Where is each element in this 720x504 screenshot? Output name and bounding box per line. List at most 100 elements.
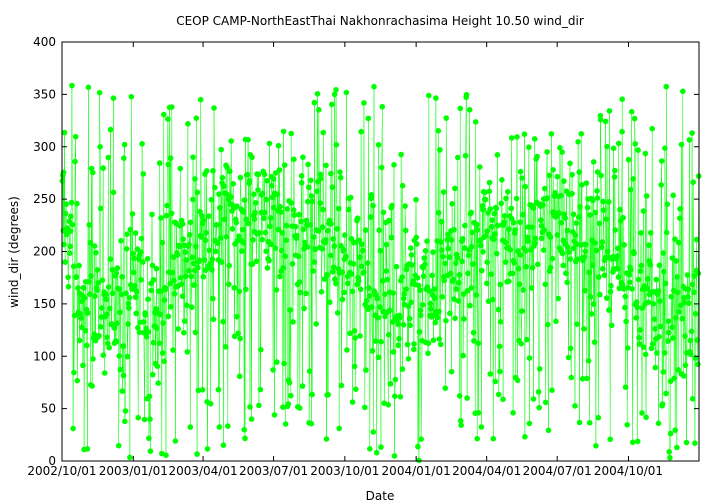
data-point <box>472 119 479 125</box>
y-tick-label: 0 <box>48 454 56 468</box>
data-point <box>526 355 533 361</box>
data-point <box>594 195 601 201</box>
data-point <box>123 246 130 252</box>
data-point <box>288 200 295 206</box>
data-point <box>513 195 520 202</box>
data-point <box>219 174 226 181</box>
data-point <box>183 302 190 309</box>
data-point <box>545 427 552 434</box>
data-point <box>569 171 575 178</box>
data-point <box>549 255 556 262</box>
data-point <box>287 307 293 313</box>
data-point <box>408 299 414 306</box>
data-point <box>356 237 363 244</box>
data-point <box>608 322 615 329</box>
data-point <box>497 281 504 288</box>
data-point <box>85 84 92 91</box>
data-point <box>73 274 80 280</box>
data-point <box>147 448 154 455</box>
data-point <box>511 260 518 266</box>
data-point <box>322 237 329 243</box>
data-point <box>417 287 423 294</box>
data-point <box>474 435 481 442</box>
data-point <box>403 286 409 292</box>
data-point <box>637 327 643 333</box>
data-point <box>277 203 283 210</box>
data-point <box>502 259 509 265</box>
data-point <box>190 154 196 160</box>
data-point <box>600 198 607 205</box>
data-point <box>438 218 445 225</box>
data-point <box>619 128 625 135</box>
data-point <box>304 244 311 250</box>
data-point <box>624 422 630 428</box>
data-point <box>671 375 677 382</box>
data-point <box>620 286 627 292</box>
data-point <box>323 436 330 442</box>
data-point <box>253 258 260 265</box>
data-point <box>439 247 445 254</box>
data-point <box>488 271 494 278</box>
data-point <box>626 272 633 278</box>
data-point <box>86 291 93 298</box>
data-point <box>643 414 649 421</box>
data-point <box>245 136 251 143</box>
data-point <box>611 174 618 180</box>
data-point <box>147 416 153 423</box>
data-point <box>681 373 687 379</box>
data-point <box>186 267 192 274</box>
data-point <box>567 345 574 352</box>
data-point <box>693 236 700 243</box>
data-point <box>116 353 123 359</box>
x-tick-label: 2002/10/01 <box>27 464 96 478</box>
data-point <box>208 196 215 203</box>
data-point <box>61 241 67 248</box>
data-point <box>426 288 433 294</box>
data-point <box>390 349 397 355</box>
x-tick-label: 2004/01/01 <box>382 464 451 478</box>
data-point <box>383 241 390 248</box>
data-point <box>635 276 642 283</box>
data-point <box>185 121 191 127</box>
data-point <box>520 287 526 293</box>
data-point <box>538 222 545 229</box>
data-point <box>450 276 457 283</box>
data-point <box>689 281 696 288</box>
data-point <box>150 277 157 283</box>
data-point <box>677 206 683 212</box>
data-point <box>514 134 520 140</box>
data-point <box>282 253 289 259</box>
data-point <box>216 424 223 430</box>
data-point <box>233 219 240 226</box>
data-point <box>597 116 604 123</box>
data-point <box>434 314 441 321</box>
data-point <box>537 217 544 223</box>
data-point <box>333 142 340 148</box>
data-point <box>558 192 564 199</box>
data-point <box>158 288 164 294</box>
data-point <box>153 265 160 272</box>
data-point <box>610 145 617 152</box>
data-point <box>554 232 561 238</box>
data-point <box>572 232 579 238</box>
x-tick-label: 2003/10/01 <box>310 464 379 478</box>
data-point <box>317 171 324 178</box>
data-point <box>157 311 164 318</box>
data-point <box>351 328 358 334</box>
data-point <box>119 274 125 280</box>
data-point <box>430 337 437 344</box>
data-point <box>592 209 598 216</box>
data-point <box>268 182 275 189</box>
data-point <box>223 234 230 240</box>
data-point <box>455 298 462 304</box>
data-point <box>331 91 338 98</box>
data-point <box>477 164 483 170</box>
data-point <box>167 280 173 287</box>
data-point <box>581 254 588 260</box>
data-point <box>416 457 422 464</box>
data-point <box>440 253 446 260</box>
data-point <box>582 287 588 294</box>
data-point <box>466 107 473 113</box>
data-point <box>314 188 320 194</box>
data-point <box>311 259 318 265</box>
